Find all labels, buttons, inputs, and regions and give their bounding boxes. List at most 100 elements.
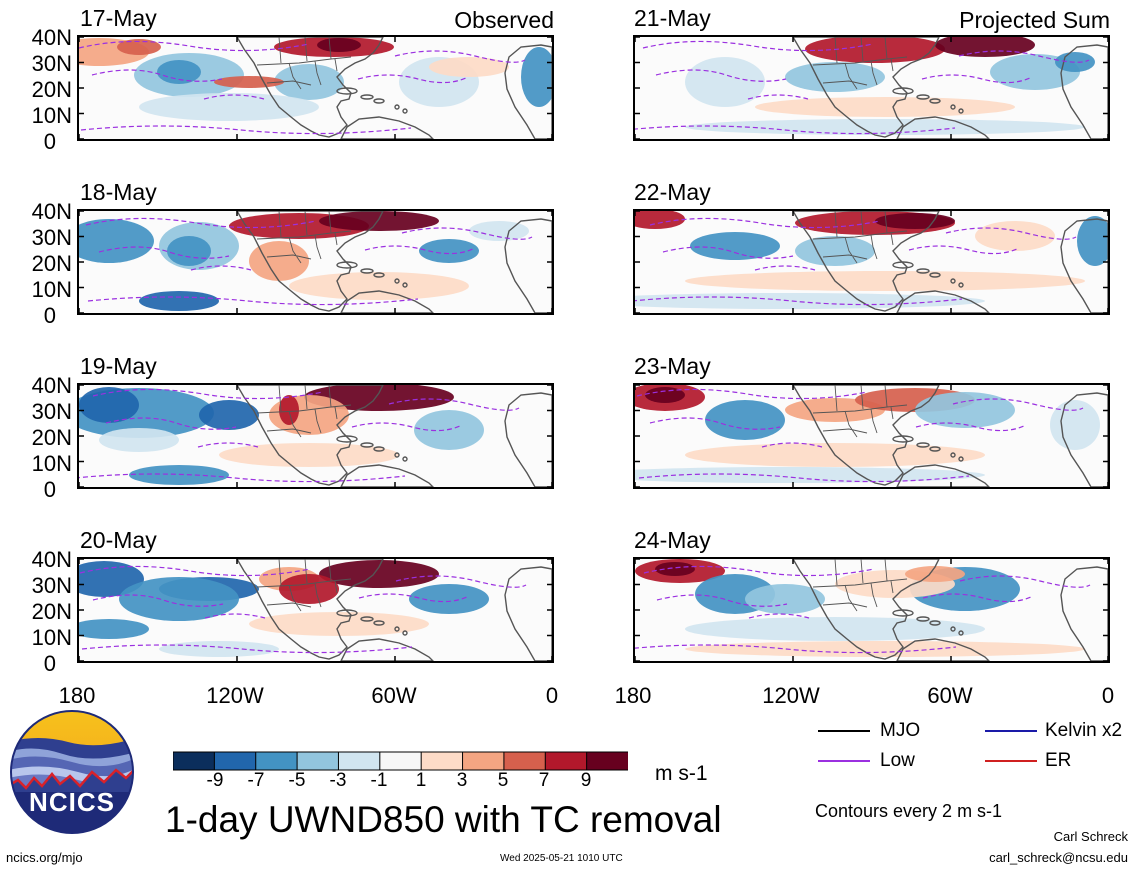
panel-date-20-may: 20-May	[80, 527, 157, 553]
colorbar-tick: -1	[370, 770, 388, 791]
colorbar-tick: 9	[580, 770, 592, 791]
footer-timestamp: Wed 2025-05-21 1010 UTC	[500, 853, 623, 864]
colorbar-tick: 5	[497, 770, 509, 791]
observed-label: Observed	[454, 7, 554, 33]
colorbar-swatch	[296, 751, 340, 771]
lat-tick: 0	[43, 477, 56, 502]
lat-tick: 30N	[31, 51, 72, 76]
coastlines	[792, 211, 1108, 313]
lat-tick: 20N	[31, 77, 72, 102]
coastlines	[236, 37, 552, 139]
axis-ticks	[79, 211, 552, 313]
low-frequency-contours	[635, 40, 1090, 135]
map-panel-18-may	[77, 209, 554, 315]
lat-tick: 10N	[31, 451, 72, 476]
lat-tick: 40N	[31, 25, 72, 50]
colorbar-swatch	[213, 751, 257, 771]
lat-tick: 20N	[31, 425, 72, 450]
low-frequency-contours	[636, 388, 1084, 483]
lat-tick: 0	[43, 303, 56, 328]
colorbar-tick: 3	[456, 770, 468, 791]
colorbar-tick: -5	[288, 770, 306, 791]
panel-date-23-may: 23-May	[634, 353, 711, 379]
low-frequency-contours	[79, 388, 520, 483]
colorbar-tick: -7	[247, 770, 265, 791]
colorbar-swatch	[379, 751, 423, 771]
coastlines	[792, 559, 1108, 661]
lat-tick: 40N	[31, 547, 72, 572]
colorbar-swatch	[172, 751, 216, 771]
main-title: 1-day UWND850 with TC removal	[165, 799, 722, 840]
map-panel-24-may	[633, 557, 1110, 663]
colorbar-swatch	[586, 751, 630, 771]
footer-author: Carl Schreck	[1053, 829, 1128, 844]
colorbar-swatch	[337, 751, 381, 771]
low-frequency-contours	[85, 217, 533, 306]
wind-anomaly-field	[79, 560, 489, 657]
map-panel-19-may	[77, 383, 554, 489]
contour-note: Contours every 2 m s-1	[815, 801, 1003, 821]
low-frequency-contours	[79, 40, 526, 135]
lat-tick: 10N	[31, 625, 72, 650]
legend-swatch-low	[818, 760, 870, 762]
colorbar-swatch	[462, 751, 505, 771]
colorbar-tick: 1	[415, 770, 427, 791]
lat-tick: 40N	[31, 373, 72, 398]
colorbar-swatch	[420, 751, 464, 771]
lat-tick: 30N	[31, 573, 72, 598]
axis-ticks	[635, 559, 1108, 661]
legend-label-mjo: MJO	[880, 720, 921, 741]
lon-tick: 60W	[371, 683, 417, 708]
footer-email[interactable]: carl_schreck@ncsu.edu	[989, 850, 1128, 865]
wind-anomaly-field	[79, 211, 529, 311]
map-panel-20-may	[77, 557, 554, 663]
wind-anomaly-field	[685, 37, 1095, 135]
low-frequency-contours	[635, 217, 1077, 306]
colorbar-units: m s-1	[655, 762, 708, 785]
lat-tick: 10N	[31, 277, 72, 302]
coastlines	[236, 211, 552, 313]
wind-anomaly-field	[79, 385, 484, 485]
axis-ticks	[79, 385, 552, 487]
wind-anomaly-field	[635, 385, 1100, 483]
low-frequency-contours	[635, 565, 1091, 654]
axis-ticks	[635, 211, 1108, 313]
colorbar-tick: -3	[329, 770, 347, 791]
axis-ticks	[79, 37, 552, 139]
lon-tick: 0	[545, 683, 559, 708]
colorbar-swatch	[255, 751, 299, 771]
panel-date-22-may: 22-May	[634, 179, 711, 205]
lat-tick: 0	[43, 129, 56, 154]
coastlines	[792, 385, 1108, 487]
colorbar-swatch	[544, 751, 588, 771]
lat-tick: 20N	[31, 251, 72, 276]
colorbar-tick: 7	[538, 770, 550, 791]
ncics-logo	[8, 708, 136, 836]
lon-tick: 120W	[206, 683, 264, 708]
low-frequency-contours	[79, 565, 527, 654]
panel-date-18-may: 18-May	[80, 179, 157, 205]
lat-tick: 0	[43, 651, 56, 676]
legend-swatch-er	[985, 760, 1037, 762]
legend-swatch-mjo	[818, 730, 870, 732]
lat-tick: 30N	[31, 399, 72, 424]
footer-url[interactable]: ncics.org/mjo	[6, 850, 83, 865]
legend-label-kelvin: Kelvin x2	[1045, 720, 1123, 741]
colorbar-swatch	[503, 751, 547, 771]
lon-tick: 0	[1101, 683, 1115, 708]
panel-date-21-may: 21-May	[634, 5, 711, 31]
map-panel-21-may	[633, 35, 1110, 141]
lon-tick: 180	[58, 683, 96, 708]
axis-ticks	[79, 559, 552, 661]
coastlines	[236, 385, 552, 487]
lat-tick: 20N	[31, 599, 72, 624]
logo-text: NCICS	[29, 787, 115, 817]
coastlines	[792, 37, 1108, 139]
lon-tick: 180	[614, 683, 652, 708]
colorbar	[172, 751, 630, 776]
panel-date-17-may: 17-May	[80, 5, 157, 31]
lat-tick: 10N	[31, 103, 72, 128]
map-panel-17-may	[77, 35, 554, 141]
axis-ticks	[635, 37, 1108, 139]
map-panel-22-may	[633, 209, 1110, 315]
